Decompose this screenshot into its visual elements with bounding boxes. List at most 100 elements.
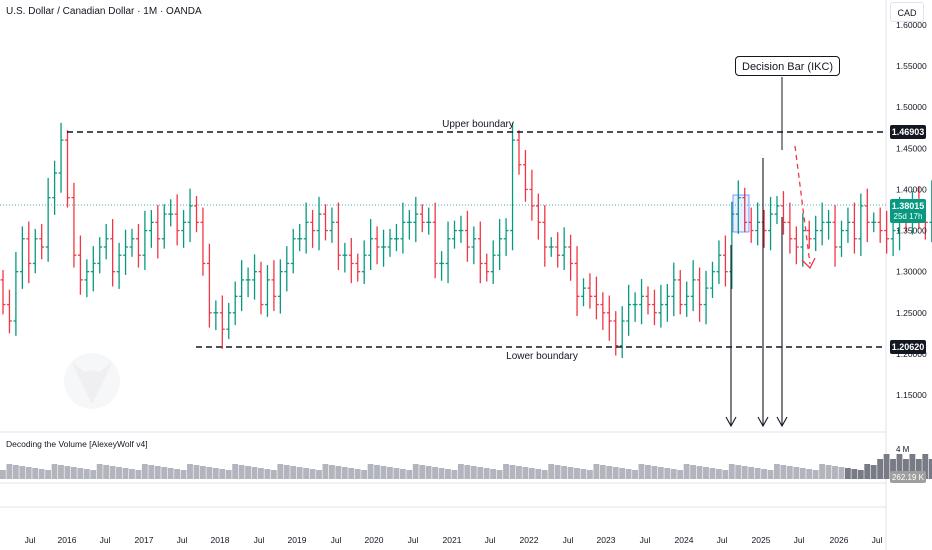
volume-bar xyxy=(45,470,51,479)
volume-bar xyxy=(683,464,690,479)
x-tick-label: 2025 xyxy=(752,535,771,545)
x-tick-label: Jul xyxy=(177,535,188,545)
price-bar xyxy=(207,243,212,328)
volume-bar xyxy=(77,468,84,479)
volume-bar xyxy=(451,470,458,479)
volume-value-tag xyxy=(890,471,926,483)
volume-bar xyxy=(122,468,129,479)
price-bar xyxy=(510,122,515,251)
arrow-2-head-icon xyxy=(757,416,769,428)
price-bar xyxy=(452,220,457,249)
x-tick-label: 2017 xyxy=(135,535,154,545)
price-bar xyxy=(181,210,186,248)
volume-bar xyxy=(851,469,858,479)
x-tick-label: Jul xyxy=(408,535,419,545)
x-tick-label: Jul xyxy=(717,535,728,545)
volume-bar xyxy=(457,464,464,479)
volume-bar xyxy=(928,459,932,479)
volume-bar xyxy=(528,468,535,479)
volume-bar xyxy=(599,465,606,479)
volume-bar xyxy=(657,467,664,479)
volume-bar xyxy=(477,467,484,479)
price-bar xyxy=(477,221,483,284)
decision-bar-callout: Decision Bar (IKC) xyxy=(735,56,841,76)
price-bar xyxy=(587,273,593,309)
price-bar xyxy=(548,237,554,257)
volume-bar xyxy=(541,470,548,479)
price-bar xyxy=(419,204,425,233)
price-bar xyxy=(78,235,83,295)
y-tick-label: 1.35000 xyxy=(896,226,927,236)
price-bar xyxy=(819,202,825,246)
volume-bar xyxy=(728,464,735,479)
volume-bar xyxy=(0,470,6,479)
volume-bar xyxy=(387,467,393,479)
volume-arrows xyxy=(725,158,788,428)
price-bar xyxy=(774,196,780,224)
price-bar xyxy=(19,226,25,289)
volume-bar xyxy=(438,468,445,479)
volume-bar xyxy=(322,464,329,479)
price-bar xyxy=(336,202,341,271)
volume-bar xyxy=(496,470,503,479)
volume-bar xyxy=(348,468,355,479)
volume-bar xyxy=(412,464,419,479)
volume-bar xyxy=(283,465,290,479)
volume-bar xyxy=(64,466,71,479)
price-bar xyxy=(871,212,877,233)
volume-bar xyxy=(819,464,825,479)
price-bar xyxy=(574,246,580,317)
chart-title: U.S. Dollar / Canadian Dollar · 1M · OAN… xyxy=(6,6,202,17)
volume-bar xyxy=(877,459,884,479)
price-bar xyxy=(277,259,283,314)
price-bar xyxy=(432,202,438,279)
upper-boundary-label: Upper boundary xyxy=(442,119,514,130)
x-tick-label: 2026 xyxy=(830,535,849,545)
price-bar xyxy=(755,202,761,246)
currency-button[interactable]: CAD xyxy=(890,2,924,22)
volume-bar xyxy=(567,467,574,479)
volume-bar xyxy=(309,469,316,479)
volume-value-text: 262.19 K xyxy=(892,473,925,482)
volume-bar xyxy=(844,468,851,479)
volume-bar xyxy=(135,470,142,479)
arrow-1-head-icon xyxy=(725,416,737,428)
price-bar xyxy=(90,246,96,292)
projection-arrow xyxy=(794,145,811,265)
price-bar xyxy=(490,240,496,284)
y-tick-label: 1.15000 xyxy=(896,390,927,400)
volume-bar xyxy=(774,464,780,479)
lower-price-tag xyxy=(890,340,926,354)
y-tick-label: 1.25000 xyxy=(896,308,927,318)
volume-bar xyxy=(870,465,877,479)
volume-bar xyxy=(903,459,909,479)
y-tick-label: 1.55000 xyxy=(896,61,927,71)
volume-bar xyxy=(890,459,896,479)
price-bar xyxy=(832,205,838,267)
volume-bar xyxy=(109,466,116,479)
price-bar xyxy=(284,246,290,292)
x-tick-label: Jul xyxy=(25,535,36,545)
time-axis[interactable]: Jul 2016 Jul 2017 Jul 2018 Jul 2019 Jul 2020 Jul 20… xyxy=(25,535,883,545)
price-bar xyxy=(581,278,586,307)
volume-bar xyxy=(632,470,638,479)
price-bar xyxy=(394,223,399,252)
x-tick-label: 2020 xyxy=(365,535,384,545)
volume-bar xyxy=(70,467,77,479)
volume-bar xyxy=(6,464,13,479)
price-bar xyxy=(290,228,296,274)
volume-bar xyxy=(180,470,187,479)
volume-bar xyxy=(593,464,600,479)
price-bar xyxy=(7,289,12,334)
volume-bar xyxy=(25,467,32,479)
volume-bar xyxy=(58,465,64,479)
x-tick-label: Jul xyxy=(100,535,111,545)
price-bar xyxy=(561,227,567,271)
price-bar xyxy=(245,267,251,298)
volume-bar xyxy=(651,466,658,479)
price-bar xyxy=(858,193,864,257)
price-bar xyxy=(426,207,432,235)
volume-bar xyxy=(664,468,671,479)
price-bar xyxy=(116,242,122,289)
